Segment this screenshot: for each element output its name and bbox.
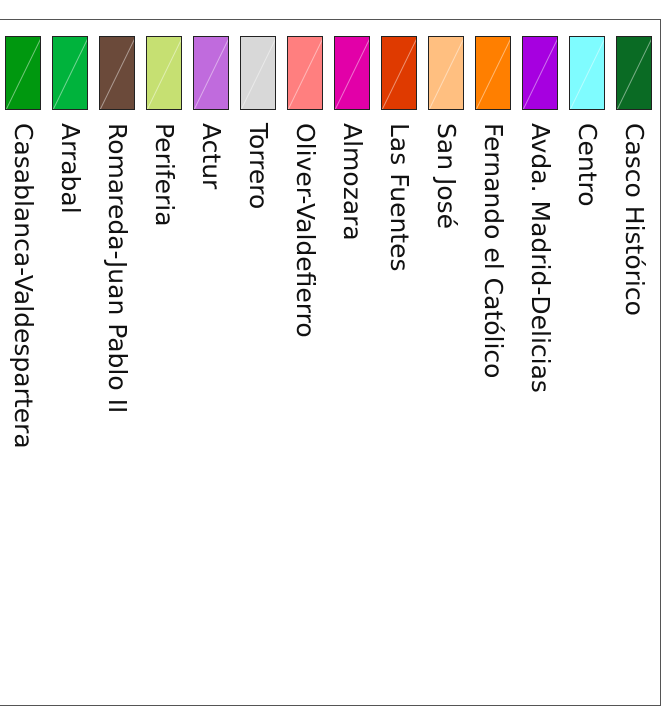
legend-swatch xyxy=(475,36,511,110)
legend-label: Actur xyxy=(197,123,226,190)
legend-swatch xyxy=(287,36,323,110)
legend-item: Romareda-Juan Pablo II xyxy=(99,36,135,676)
legend-item: Arrabal xyxy=(52,36,88,676)
legend-label: Casablanca-Valdespartera xyxy=(9,123,38,449)
legend-label: Torrero xyxy=(244,123,273,210)
legend-swatch xyxy=(334,36,370,110)
legend-label: Avda. Madrid-Delicias xyxy=(526,123,555,393)
legend-item: Avda. Madrid-Delicias xyxy=(522,36,558,676)
legend-label: San José xyxy=(432,123,461,230)
legend-item: Las Fuentes xyxy=(381,36,417,676)
legend-item: San José xyxy=(428,36,464,676)
legend-label: Romareda-Juan Pablo II xyxy=(103,123,132,414)
legend-swatch xyxy=(240,36,276,110)
legend-swatch xyxy=(5,36,41,110)
legend-label: Fernando el Católico xyxy=(479,123,508,379)
legend-item: Periferia xyxy=(146,36,182,676)
legend-item: Actur xyxy=(193,36,229,676)
legend-swatch xyxy=(569,36,605,110)
legend-item: Casablanca-Valdespartera xyxy=(5,36,41,676)
legend-item: Centro xyxy=(569,36,605,676)
legend-label: Centro xyxy=(573,123,602,207)
legend-swatch xyxy=(99,36,135,110)
legend-swatch xyxy=(428,36,464,110)
legend-swatch xyxy=(616,36,652,110)
legend-item: Torrero xyxy=(240,36,276,676)
legend-swatch xyxy=(381,36,417,110)
legend-label: Oliver-Valdefierro xyxy=(291,123,320,338)
legend-swatch xyxy=(193,36,229,110)
legend-item: Fernando el Católico xyxy=(475,36,511,676)
legend-item: Casco Histórico xyxy=(616,36,652,676)
legend-swatch xyxy=(522,36,558,110)
legend-label: Casco Histórico xyxy=(620,123,649,316)
legend-item: Almozara xyxy=(334,36,370,676)
legend-label: Las Fuentes xyxy=(385,123,414,272)
legend-label: Almozara xyxy=(338,123,367,241)
legend-label: Arrabal xyxy=(56,123,85,214)
legend-frame xyxy=(0,19,661,706)
legend-swatch xyxy=(52,36,88,110)
legend-swatch xyxy=(146,36,182,110)
legend-label: Periferia xyxy=(150,123,179,227)
legend-item: Oliver-Valdefierro xyxy=(287,36,323,676)
